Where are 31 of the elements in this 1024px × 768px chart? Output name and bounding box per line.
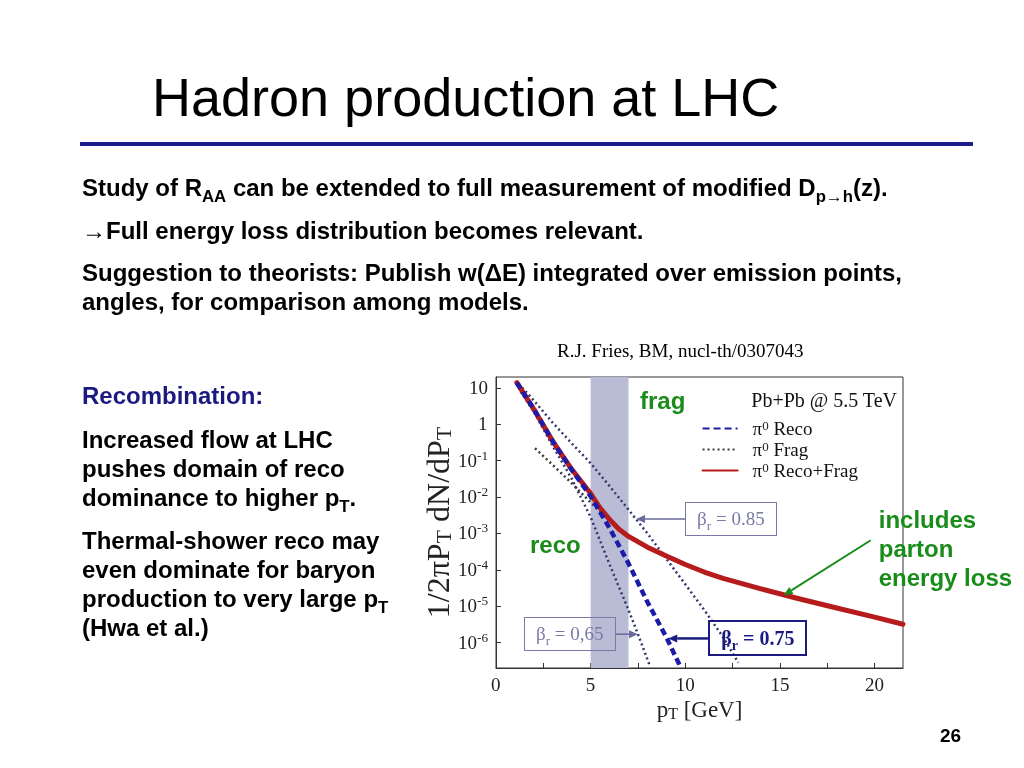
- x-tick-label: 5: [585, 674, 596, 696]
- annotation: frag: [640, 386, 686, 415]
- text: Recombination:: [82, 381, 264, 410]
- annotation: β$_{r}$ = 0.75: [708, 620, 808, 657]
- y-tick-label: 10$^{-1}$: [458, 447, 489, 472]
- annotation: reco: [530, 530, 581, 559]
- text: Increased flow at LHC pushes domain of reco dominance to higher p$_{T}$.: [82, 425, 358, 516]
- y-tick-label: 10$^{-2}$: [458, 483, 489, 509]
- text: 26: [940, 725, 962, 747]
- y-tick-label: 10$^{-3}$: [458, 520, 489, 545]
- annotation: β$_{r}$ = 0,65: [523, 617, 616, 652]
- y-axis-title: 1/2πPT dN/dPT: [420, 426, 456, 619]
- y-tick-label: 10$^{-6}$: [458, 629, 489, 654]
- annotation: β$_{r}$ = 0.85: [685, 501, 777, 536]
- y-tick-label: 10$^{-4}$: [458, 556, 489, 581]
- text: →Full energy loss distribution becomes relevant.: [82, 216, 644, 245]
- legend-title: Pb+Pb @ 5.5 TeV: [751, 389, 897, 412]
- text: Thermal-shower reco may even dominate for baryon production to very large p$_{T}$ (Hwa et al.): [82, 527, 389, 641]
- x-tick-label: 10: [675, 674, 695, 696]
- text: Study of R$_{AA}$ can be extended to full measurement of modified D$_{p→h}$(z).: [82, 173, 888, 206]
- chart-title: Hadron production at LHC: [152, 66, 780, 128]
- x-tick-label: 20: [865, 674, 885, 696]
- y-tick-label: 1: [478, 413, 488, 436]
- text: Suggestion to theorists: Publish w(ΔE) integrated over emission points, angles, for comparison among models.: [82, 258, 903, 316]
- x-tick-label: 15: [770, 674, 790, 696]
- text: R.J. Fries, BM, nucl-th/0307043: [557, 340, 804, 362]
- x-tick-label: 0: [491, 674, 501, 696]
- annotation: includes parton energy loss: [878, 505, 1014, 593]
- y-tick-label: 10$^{-5}$: [458, 592, 489, 618]
- x-axis-title: pT [GeV]: [656, 697, 743, 722]
- y-tick-label: 10: [469, 376, 488, 399]
